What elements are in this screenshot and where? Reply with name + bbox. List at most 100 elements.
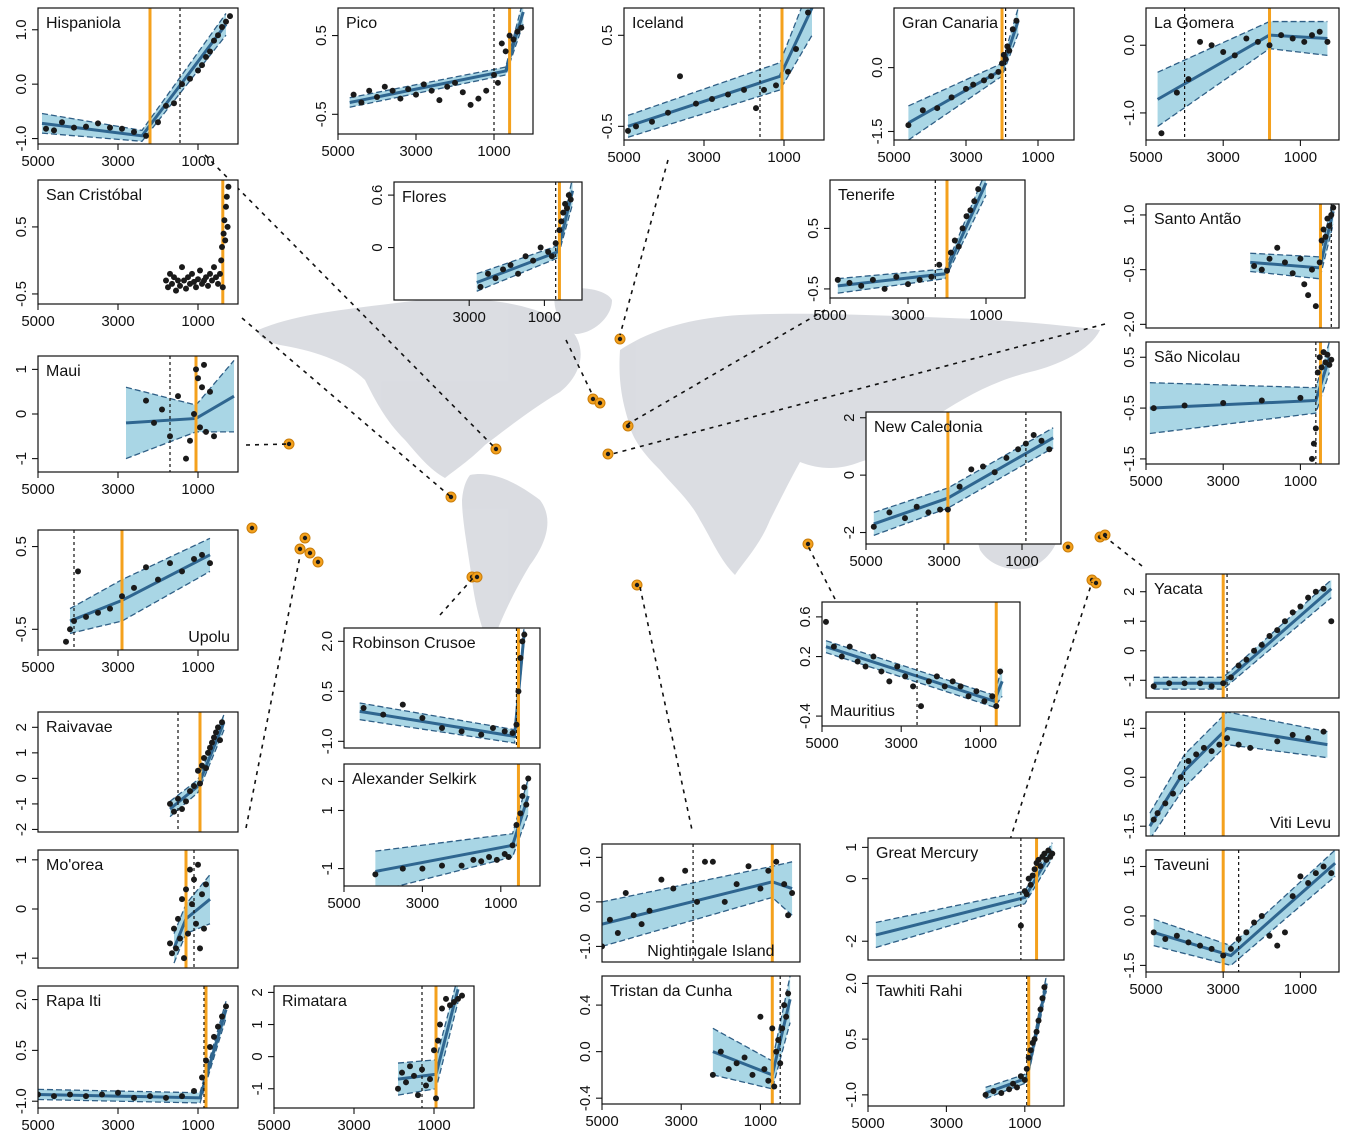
y-tick-label: 1 <box>249 1020 266 1028</box>
x-tick-label: 5000 <box>21 481 54 498</box>
data-point <box>38 1091 41 1098</box>
data-point <box>741 1054 748 1061</box>
panel-title: Viti Levu <box>1270 815 1331 832</box>
x-tick-label: 5000 <box>321 143 354 160</box>
x-tick-label: 1000 <box>964 735 997 752</box>
plot-area <box>167 850 211 968</box>
data-point <box>477 283 484 290</box>
data-point <box>203 1057 209 1064</box>
data-point <box>203 274 209 281</box>
x-tick-label: 1000 <box>181 1117 214 1134</box>
data-point <box>191 555 197 562</box>
data-point <box>187 866 193 873</box>
x-tick-label: 1000 <box>528 309 561 326</box>
plot-frame <box>821 601 1021 727</box>
fit-line <box>825 645 1004 704</box>
data-point <box>510 36 517 43</box>
site-marker-center <box>617 336 623 342</box>
data-point <box>725 1066 732 1073</box>
confidence-band <box>1149 342 1330 434</box>
x-tick-label: 5000 <box>1129 149 1162 166</box>
plot-area <box>1149 342 1335 464</box>
data-point <box>205 282 211 289</box>
data-point <box>523 801 530 808</box>
data-point <box>1274 738 1281 745</box>
x-tick-label: 3000 <box>101 481 134 498</box>
leader-line <box>241 317 452 498</box>
y-tick-label: 0 <box>843 874 860 882</box>
data-point <box>215 32 221 39</box>
data-point <box>965 693 972 700</box>
y-tick-label: 0.0 <box>13 74 30 95</box>
data-point <box>1006 47 1013 54</box>
plot-area <box>1150 850 1337 972</box>
y-tick-label: -0.5 <box>1121 395 1138 421</box>
y-tick-label: 0 <box>13 905 30 913</box>
data-point <box>649 118 655 125</box>
data-point <box>1243 656 1250 663</box>
data-point <box>193 284 199 291</box>
data-point <box>1328 618 1335 625</box>
y-tick-label: 0.5 <box>843 1029 860 1050</box>
x-tick-label: 1000 <box>969 307 1002 324</box>
data-point <box>195 67 201 74</box>
data-point <box>910 683 917 690</box>
data-point <box>1173 89 1180 96</box>
y-tick-label: -0.4 <box>577 1085 594 1111</box>
data-point <box>622 889 629 896</box>
y-tick-label: 1.5 <box>1121 856 1138 877</box>
data-point <box>919 107 926 114</box>
data-point <box>399 1069 405 1076</box>
data-point <box>203 765 209 772</box>
data-point <box>886 509 893 516</box>
data-point <box>1235 741 1242 748</box>
data-point <box>1312 588 1319 595</box>
data-point <box>167 800 173 807</box>
data-point <box>775 1037 782 1043</box>
data-point <box>761 86 767 93</box>
panel-title: Raivavae <box>46 719 113 736</box>
panel-title: New Caledonia <box>874 419 983 436</box>
data-point <box>215 724 221 731</box>
data-point <box>211 433 217 440</box>
data-point <box>1009 26 1016 33</box>
data-point <box>869 276 876 283</box>
y-tick-label: -1 <box>13 797 30 810</box>
data-point <box>95 609 101 616</box>
band-lower-edge <box>627 34 813 138</box>
data-point <box>944 506 951 513</box>
data-point <box>419 865 426 872</box>
data-point <box>677 73 683 80</box>
panel-viti-levu: -1.5 0.0 1.5 Viti Levu <box>1121 711 1340 839</box>
data-point <box>222 237 229 244</box>
plot-frame <box>1145 849 1340 973</box>
x-tick-label: 5000 <box>257 1117 290 1134</box>
data-point <box>220 230 227 237</box>
panel-taveuni: -1.5 0.0 1.5 5000 3000 1000 Taveuni <box>1121 849 1340 998</box>
confidence-band <box>349 8 524 108</box>
data-point <box>163 102 169 109</box>
x-tick-label: 3000 <box>891 307 924 324</box>
y-tick-label: 0.0 <box>869 57 886 78</box>
data-point <box>447 1002 453 1009</box>
y-tick-label: -1.5 <box>869 119 886 145</box>
data-point <box>131 1094 137 1101</box>
plot-area <box>870 412 1054 544</box>
data-point <box>201 361 207 368</box>
panel-title: Santo Antão <box>1154 211 1241 228</box>
data-point <box>773 82 779 89</box>
band-lower-edge <box>1153 597 1332 690</box>
data-point <box>1216 741 1223 748</box>
data-point <box>1037 1006 1044 1013</box>
y-tick-label: 0.0 <box>1121 767 1138 788</box>
data-point <box>131 584 137 591</box>
data-point <box>380 711 387 718</box>
data-point <box>1185 76 1192 83</box>
data-point <box>1308 266 1315 273</box>
confidence-band <box>126 360 234 459</box>
data-point <box>1015 446 1022 453</box>
panel-yacata: -1 0 1 2 Yacata <box>1121 573 1340 699</box>
panel-tristan-da-cunha: -0.4 0.0 0.4 5000 3000 1000 Tristan da Cunha <box>577 975 801 1130</box>
data-point <box>1322 233 1329 240</box>
